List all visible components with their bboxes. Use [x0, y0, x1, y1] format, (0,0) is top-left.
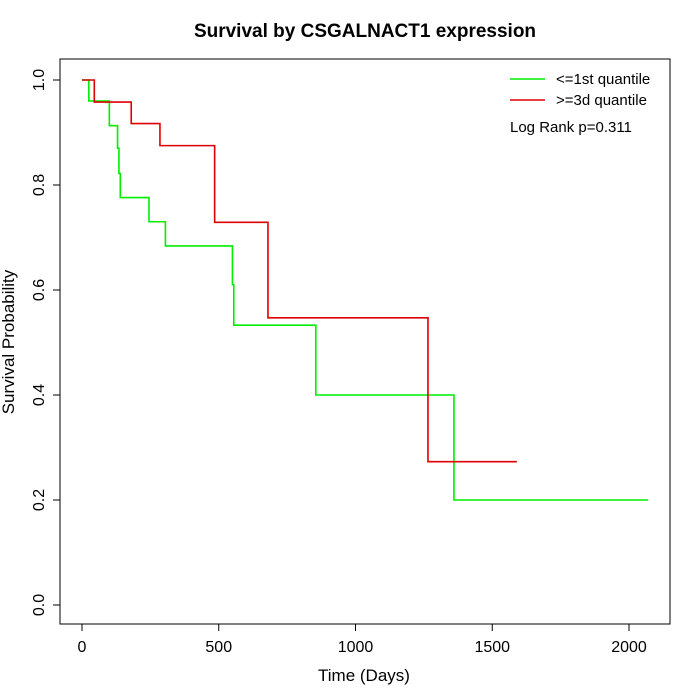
x-tick-label: 1000 [338, 639, 374, 656]
legend-label-high: >=3d quantile [556, 92, 647, 109]
y-tick-label: 1.0 [31, 69, 48, 91]
series-line-high [82, 79, 517, 463]
x-axis: 0 500 1000 1500 2000 [78, 623, 647, 656]
legend-label-low: <=1st quantile [556, 71, 650, 88]
y-tick-label: 0.6 [31, 279, 48, 301]
chart-title: Survival by CSGALNACT1 expression [194, 21, 536, 42]
x-axis-label: Time (Days) [318, 666, 410, 685]
x-tick-label: 500 [205, 639, 232, 656]
x-tick-label: 1500 [474, 639, 510, 656]
legend: <=1st quantile >=3d quantile Log Rank p=… [510, 71, 650, 136]
plot-frame [59, 58, 671, 625]
y-tick-label: 0.4 [31, 384, 48, 406]
series-line-low [82, 79, 649, 501]
series-layer [82, 79, 649, 501]
log-rank-annotation: Log Rank p=0.311 [510, 119, 632, 136]
y-axis-label: Survival Probability [0, 269, 18, 414]
x-tick-label: 2000 [611, 639, 647, 656]
y-tick-label: 0.8 [31, 174, 48, 196]
y-tick-label: 0.2 [31, 489, 48, 511]
x-tick-label: 0 [78, 639, 87, 656]
y-axis: 0.0 0.2 0.4 0.6 0.8 1.0 [31, 69, 61, 616]
y-tick-label: 0.0 [31, 594, 48, 616]
